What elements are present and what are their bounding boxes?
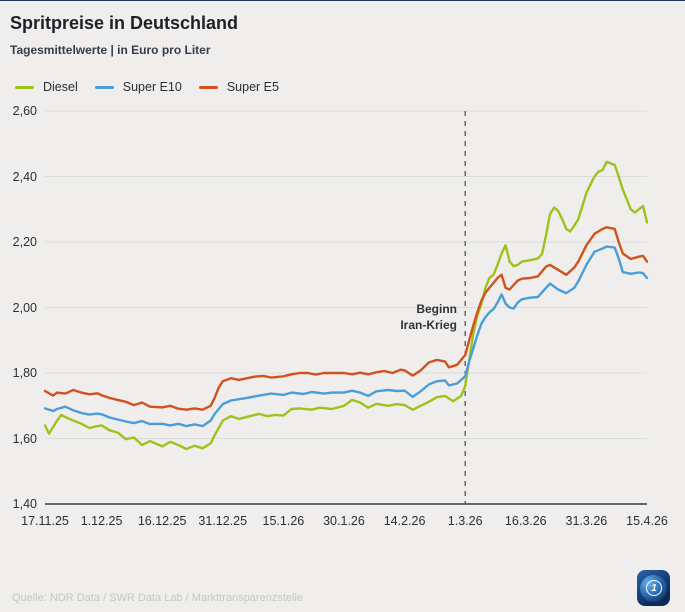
- legend-item-diesel: Diesel: [15, 80, 78, 94]
- x-tick-label: 16.3.26: [504, 514, 547, 528]
- y-tick-label: 1,80: [12, 366, 37, 380]
- ard-one-icon: 1: [646, 580, 662, 596]
- y-tick-label: 2,00: [12, 300, 37, 315]
- y-tick-label: 2,20: [12, 235, 37, 249]
- source-credit: Quelle: NDR Data / SWR Data Lab / Marktt…: [12, 592, 304, 604]
- x-tick-label: 15.4.26: [626, 514, 668, 528]
- tagesschau-logo-icon: 1: [637, 570, 670, 606]
- legend-item-super-e5: Super E5: [198, 80, 279, 94]
- iran-war-annotation: Beginn Iran-Krieg: [400, 301, 457, 333]
- super-e10-line-swatch: [94, 85, 114, 89]
- y-tick-label: 2,60: [12, 104, 37, 118]
- super-e5-line-swatch: [198, 85, 218, 89]
- diesel-line-swatch: [15, 85, 34, 89]
- legend-label-diesel: Diesel: [43, 80, 78, 94]
- legend-item-super-e10: Super E10: [94, 80, 182, 94]
- y-tick-label: 2,40: [12, 169, 37, 184]
- annotation-line: Iran-Krieg: [400, 318, 457, 332]
- page-title: Spritpreise in Deutschland: [10, 13, 239, 33]
- annotation-line: Beginn: [416, 302, 457, 316]
- y-tick-label: 1,60: [12, 431, 37, 446]
- y-tick-label: 1,40: [12, 497, 37, 511]
- x-tick-label: 31.12.25: [198, 514, 248, 528]
- x-tick-label: 15.1.26: [262, 514, 305, 528]
- x-tick-label: 30.1.26: [323, 514, 365, 528]
- x-tick-label: 16.12.25: [137, 514, 187, 528]
- x-tick-label: 1.12.25: [80, 514, 123, 528]
- x-tick-label: 17.11.25: [21, 514, 69, 528]
- x-tick-label: 1.3.26: [447, 514, 483, 528]
- legend-label-super-e5: Super E5: [226, 80, 279, 94]
- x-tick-label: 31.3.26: [565, 514, 608, 528]
- legend-label-super-e10: Super E10: [122, 80, 182, 94]
- chart-legend: Diesel Super E10 Super E5: [15, 80, 296, 94]
- page-subtitle: Tagesmittelwerte | in Euro pro Liter: [10, 43, 211, 57]
- x-tick-label: 14.2.26: [383, 514, 426, 528]
